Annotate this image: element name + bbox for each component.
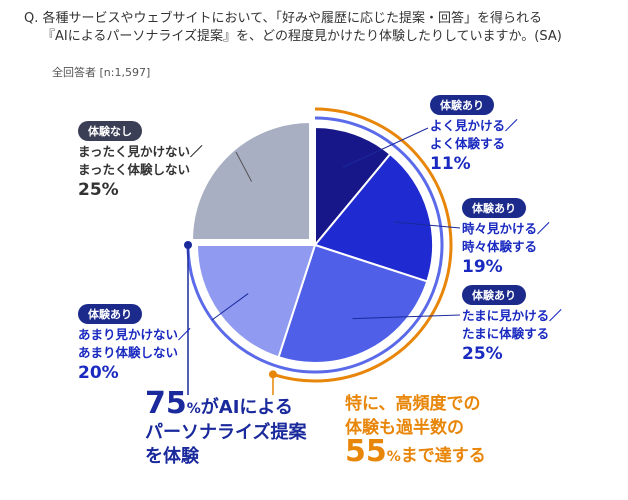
annotation-text: パーソナライズ提案 を体験: [145, 422, 307, 467]
callout-line: [352, 314, 461, 320]
category-label: たまに見かける／ たまに体験する: [462, 308, 562, 341]
annotation-unit: %: [386, 449, 401, 465]
pie-slice: [313, 152, 434, 283]
value-label: 11%: [430, 154, 471, 174]
legend-tag: 体験あり: [462, 198, 526, 218]
callout-line: [394, 221, 461, 229]
annotation: 特に、高頻度での 体験も過半数の 55%まで達する: [345, 392, 486, 469]
legend-tag: 体験なし: [78, 121, 142, 141]
legend-tag: 体験あり: [462, 285, 526, 305]
callout-line: [235, 151, 253, 182]
annotation-number: 75: [145, 386, 187, 421]
annotation-text: がAIによる: [200, 397, 293, 418]
annotation-text: 特に、高頻度での 体験も過半数の: [345, 394, 481, 438]
annotation-number: 55: [345, 434, 387, 469]
highlight-arc: [272, 107, 453, 383]
legend-tag: 体験あり: [78, 304, 142, 324]
chart-subtitle: 全回答者 [n:1,597]: [52, 66, 151, 79]
value-label: 19%: [462, 257, 503, 277]
legend-tag: 体験あり: [430, 95, 494, 115]
value-label: 25%: [78, 180, 119, 200]
category-label: まったく見かけない／ まったく体験しない: [78, 144, 203, 177]
value-label: 20%: [78, 363, 119, 383]
pie-slice: [277, 243, 429, 364]
annotation-text: まで達する: [400, 446, 486, 466]
annotation: 75%がAIによるパーソナライズ提案 を体験: [145, 389, 307, 469]
highlight-arc: [186, 116, 444, 374]
callout-line: [211, 293, 249, 321]
annotation-unit: %: [186, 401, 201, 417]
chart-title: Q. 各種サービスやウェブサイトにおいて、「好みや履歴に応じた提案・回答」を得ら…: [24, 11, 562, 44]
category-label: 時々見かける／ 時々体験する: [462, 221, 550, 254]
category-label: あまり見かけない／ あまり体験しない: [78, 327, 191, 360]
value-label: 25%: [462, 344, 503, 364]
category-label: よく見かける／ よく体験する: [430, 118, 518, 151]
callout-line: [342, 127, 429, 168]
pie-slice: [314, 125, 392, 248]
